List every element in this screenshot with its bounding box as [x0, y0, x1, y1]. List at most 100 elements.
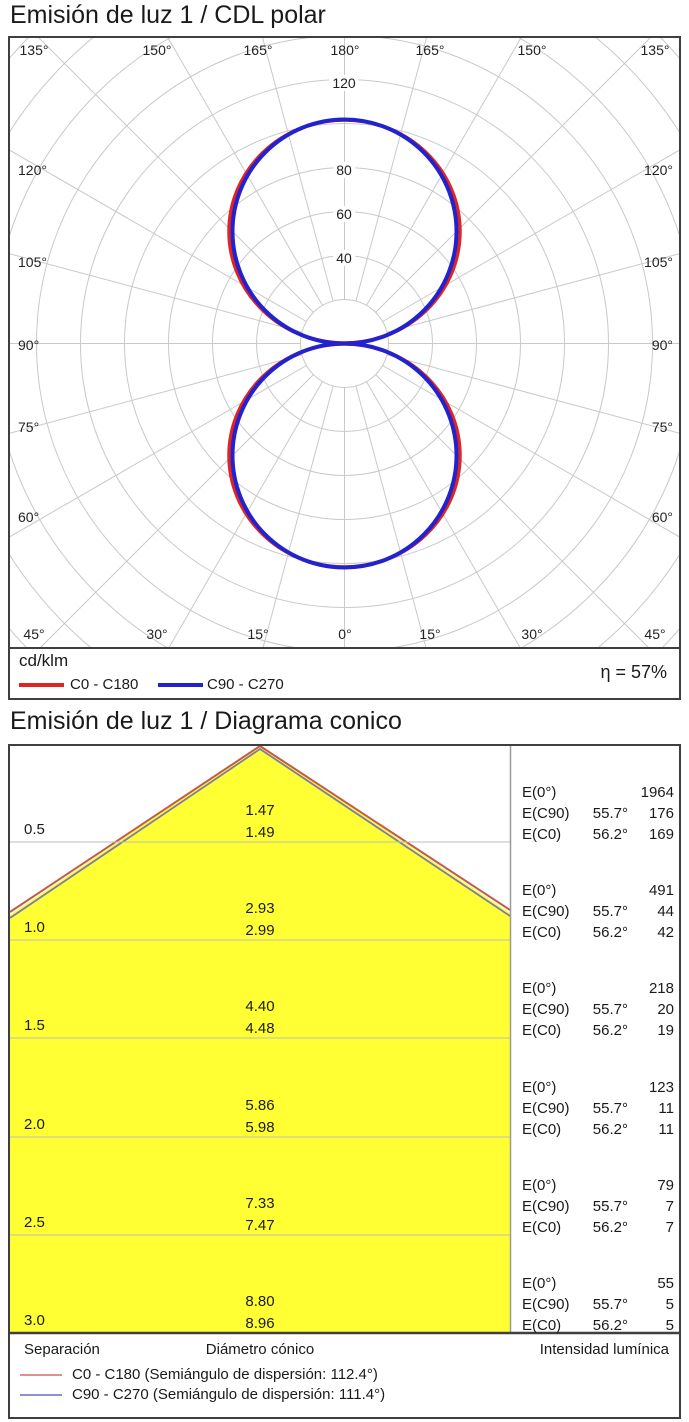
angle-label-left: 105°	[18, 254, 47, 270]
illuminance-block: E(0°) 491 E(C90) 55.7° 44 E(C0) 56.2° 42	[522, 880, 674, 943]
c90-legend-line	[20, 1394, 62, 1396]
diameter-c90: 7.33	[245, 1195, 275, 1212]
angle-label-bottom: 45°	[644, 626, 666, 642]
separation-label: 1.0	[24, 919, 45, 936]
polar-spokes	[10, 38, 679, 649]
angle-label-bottom: 15°	[247, 626, 269, 642]
e0-value: 123	[648, 1079, 674, 1096]
c0-legend-line	[20, 1374, 62, 1376]
cone-diameters: 4.40 4.48	[10, 996, 510, 1040]
illuminance-block: E(0°) 1964 E(C90) 55.7° 176 E(C0) 56.2° 169	[522, 782, 674, 845]
polar-title: Emisión de luz 1 / CDL polar	[10, 1, 326, 29]
ec90-value: 11	[658, 1100, 674, 1117]
ec0-label: E(C0)	[522, 1022, 562, 1039]
ec0-angle: 56.2°	[592, 1317, 628, 1334]
separation-label: 1.5	[24, 1017, 45, 1034]
separation-label: 2.5	[24, 1214, 45, 1231]
ec0-angle: 56.2°	[592, 924, 628, 941]
ec90-angle: 55.7°	[592, 903, 628, 920]
angle-label-left: 75°	[18, 419, 40, 435]
e0-value: 1964	[640, 784, 674, 801]
ec90-value: 5	[665, 1296, 674, 1313]
footer-col-diameter: Diámetro cónico	[205, 1341, 315, 1358]
cdl-curve-c90-c270	[230, 117, 459, 570]
angle-label-right: 120°	[644, 162, 673, 178]
illuminance-block: E(0°) 79 E(C90) 55.7° 7 E(C0) 56.2° 7	[522, 1175, 674, 1238]
e0-value: 79	[657, 1177, 674, 1194]
cone-diagram-box: 0.5 1.47 1.49 E(0°) 1964 E(C90) 55.7° 176 E…	[8, 744, 681, 1419]
ec0-label: E(C0)	[522, 1121, 562, 1138]
c90-legend-line	[158, 683, 203, 687]
ec90-angle: 55.7°	[592, 1001, 628, 1018]
angle-label-left: 60°	[18, 509, 40, 525]
diameter-c0: 4.48	[245, 1020, 275, 1037]
radial-tick: 120	[329, 75, 359, 91]
ec90-label: E(C90)	[522, 903, 570, 920]
ec90-angle: 55.7°	[592, 1198, 628, 1215]
angle-label-top: 135°	[19, 42, 49, 58]
angle-label-right: 60°	[651, 509, 673, 525]
e0-label: E(0°)	[522, 1079, 557, 1096]
angle-label-top: 180°	[330, 42, 360, 58]
e0-label: E(0°)	[522, 1177, 557, 1194]
ec90-angle: 55.7°	[592, 805, 628, 822]
cone-diameters: 5.86 5.98	[10, 1095, 510, 1139]
ec0-label: E(C0)	[522, 1219, 562, 1236]
diameter-c90: 4.40	[245, 998, 275, 1015]
radial-tick: 60	[333, 206, 355, 222]
separation-label: 0.5	[24, 821, 45, 838]
cone-title: Emisión de luz 1 / Diagrama conico	[10, 707, 402, 735]
beam-cone-fill	[10, 746, 510, 1333]
ec0-angle: 56.2°	[592, 1121, 628, 1138]
e0-label: E(0°)	[522, 882, 557, 899]
e0-value: 491	[648, 882, 674, 899]
ec0-angle: 56.2°	[592, 826, 628, 843]
ec0-angle: 56.2°	[592, 1219, 628, 1236]
angle-label-top: 165°	[243, 42, 273, 58]
angle-label-left: 120°	[18, 162, 47, 178]
cone-diameters: 7.33 7.47	[10, 1193, 510, 1237]
c0-legend-label: C0 - C180 (Semiángulo de dispersión: 112…	[72, 1366, 378, 1383]
cone-diameters: 2.93 2.99	[10, 898, 510, 942]
illuminance-block: E(0°) 218 E(C90) 55.7° 20 E(C0) 56.2° 19	[522, 978, 674, 1041]
ec90-label: E(C90)	[522, 1296, 570, 1313]
angle-label-top: 150°	[142, 42, 172, 58]
ec90-label: E(C90)	[522, 1100, 570, 1117]
polar-legend: cd/klm C0 - C180 C90 - C270 η = 57%	[10, 647, 679, 698]
angle-label-top: 150°	[517, 42, 547, 58]
angle-label-bottom: 30°	[521, 626, 543, 642]
e0-value: 218	[648, 980, 674, 997]
ec0-value: 169	[648, 826, 674, 843]
illuminance-block: E(0°) 123 E(C90) 55.7° 11 E(C0) 56.2° 11	[522, 1077, 674, 1140]
beam-edge-c0	[10, 746, 511, 913]
ec0-value: 5	[665, 1317, 674, 1334]
e0-label: E(0°)	[522, 784, 557, 801]
radial-tick: 80	[333, 162, 355, 178]
ec0-value: 42	[657, 924, 674, 941]
angle-label-right: 105°	[644, 254, 673, 270]
diameter-c90: 8.80	[245, 1293, 275, 1310]
angle-label-top: 135°	[640, 42, 670, 58]
angle-label-left: 90°	[18, 337, 40, 353]
footer-col-separation: Separación	[24, 1341, 100, 1358]
ec0-label: E(C0)	[522, 826, 562, 843]
polar-chart-box: 135° 150° 165° 180° 165° 150° 135° 45° 3…	[8, 36, 681, 700]
ec0-label: E(C0)	[522, 1317, 562, 1334]
separation-label: 2.0	[24, 1116, 45, 1133]
ec0-angle: 56.2°	[592, 1022, 628, 1039]
ec90-value: 176	[648, 805, 674, 822]
c0-legend-label: C0 - C180	[70, 676, 139, 693]
e0-label: E(0°)	[522, 980, 557, 997]
efficiency-value: η = 57%	[600, 662, 667, 682]
illuminance-block: E(0°) 55 E(C90) 55.7° 5 E(C0) 56.2° 5	[522, 1273, 674, 1336]
angle-label-bottom: 45°	[23, 626, 45, 642]
cone-diameters: 8.80 8.96	[10, 1291, 510, 1335]
polar-chart	[10, 38, 679, 649]
ec90-value: 7	[665, 1198, 674, 1215]
cone-diameters: 1.47 1.49	[10, 800, 510, 844]
diameter-c0: 8.96	[245, 1315, 275, 1332]
beam-edge-c90	[10, 747, 511, 919]
angle-label-bottom: 15°	[419, 626, 441, 642]
angle-label-bottom: 30°	[146, 626, 168, 642]
